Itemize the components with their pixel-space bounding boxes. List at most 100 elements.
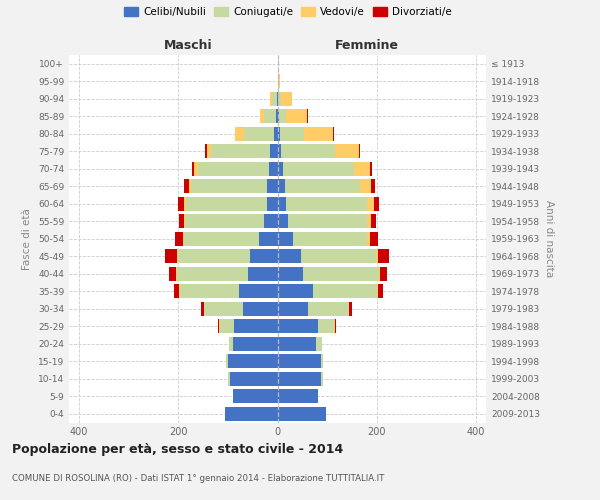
Bar	[318, 320, 334, 333]
Bar	[239, 284, 277, 298]
Bar	[180, 284, 239, 298]
Bar	[370, 162, 372, 175]
Bar	[201, 302, 203, 316]
Bar	[277, 144, 281, 158]
Bar	[230, 372, 277, 386]
Bar	[286, 110, 307, 123]
Bar	[378, 284, 383, 298]
Y-axis label: Fasce di età: Fasce di età	[22, 208, 32, 270]
Bar	[244, 127, 274, 140]
Bar	[379, 267, 380, 280]
Bar	[266, 180, 277, 193]
Bar	[293, 232, 367, 245]
Bar	[277, 162, 283, 175]
Bar	[313, 284, 377, 298]
Bar	[174, 284, 179, 298]
Bar	[361, 180, 371, 193]
Bar	[184, 232, 259, 245]
Bar	[211, 144, 270, 158]
Bar	[277, 214, 289, 228]
Text: Popolazione per età, sesso e stato civile - 2014: Popolazione per età, sesso e stato civil…	[12, 442, 343, 456]
Bar	[277, 372, 321, 386]
Bar	[276, 110, 277, 123]
Bar	[269, 92, 272, 106]
Bar	[176, 267, 177, 280]
Bar	[304, 127, 332, 140]
Bar	[354, 162, 370, 175]
Bar	[377, 284, 378, 298]
Bar	[178, 197, 184, 210]
Bar	[205, 144, 206, 158]
Bar	[277, 390, 318, 403]
Bar	[270, 144, 277, 158]
Bar	[263, 214, 277, 228]
Bar	[274, 127, 277, 140]
Bar	[191, 180, 266, 193]
Bar	[198, 162, 269, 175]
Bar	[243, 302, 277, 316]
Bar	[321, 372, 323, 386]
Bar	[169, 267, 176, 280]
Bar	[250, 250, 277, 263]
Bar	[179, 214, 184, 228]
Bar	[233, 337, 277, 350]
Bar	[184, 197, 186, 210]
Bar	[370, 232, 378, 245]
Bar	[359, 144, 361, 158]
Bar	[279, 110, 286, 123]
Bar	[165, 250, 177, 263]
Text: COMUNE DI ROSOLINA (RO) - Dati ISTAT 1° gennaio 2014 - Elaborazione TUTTITALIA.I: COMUNE DI ROSOLINA (RO) - Dati ISTAT 1° …	[12, 474, 385, 483]
Text: Femmine: Femmine	[335, 40, 399, 52]
Bar	[301, 250, 376, 263]
Bar	[378, 250, 389, 263]
Bar	[179, 284, 180, 298]
Bar	[335, 144, 359, 158]
Bar	[277, 250, 301, 263]
Bar	[277, 284, 313, 298]
Bar	[178, 250, 250, 263]
Bar	[175, 232, 182, 245]
Bar	[289, 214, 367, 228]
Bar	[184, 214, 185, 228]
Bar	[316, 337, 322, 350]
Bar	[229, 337, 233, 350]
Text: Maschi: Maschi	[164, 40, 212, 52]
Bar	[260, 110, 263, 123]
Bar	[229, 372, 230, 386]
Bar	[367, 232, 370, 245]
Bar	[226, 354, 228, 368]
Bar	[185, 214, 263, 228]
Bar	[277, 354, 321, 368]
Bar	[277, 302, 308, 316]
Bar	[204, 302, 243, 316]
Bar	[182, 232, 184, 245]
Bar	[277, 74, 280, 88]
Bar	[277, 197, 286, 210]
Bar	[272, 92, 277, 106]
Bar	[371, 180, 375, 193]
Bar	[281, 144, 335, 158]
Bar	[266, 197, 277, 210]
Bar	[191, 162, 194, 175]
Bar	[332, 127, 334, 140]
Bar	[278, 92, 281, 106]
Bar	[277, 92, 278, 106]
Bar	[177, 250, 178, 263]
Bar	[277, 232, 293, 245]
Bar	[280, 127, 304, 140]
Bar	[233, 390, 277, 403]
Bar	[277, 337, 316, 350]
Bar	[321, 354, 323, 368]
Bar	[248, 267, 277, 280]
Bar	[307, 110, 308, 123]
Y-axis label: Anni di nascita: Anni di nascita	[544, 200, 554, 278]
Bar	[206, 144, 211, 158]
Bar	[220, 320, 234, 333]
Bar	[367, 214, 371, 228]
Bar	[349, 302, 352, 316]
Bar	[371, 214, 376, 228]
Bar	[184, 180, 188, 193]
Bar	[376, 250, 378, 263]
Bar	[259, 232, 277, 245]
Bar	[226, 407, 277, 420]
